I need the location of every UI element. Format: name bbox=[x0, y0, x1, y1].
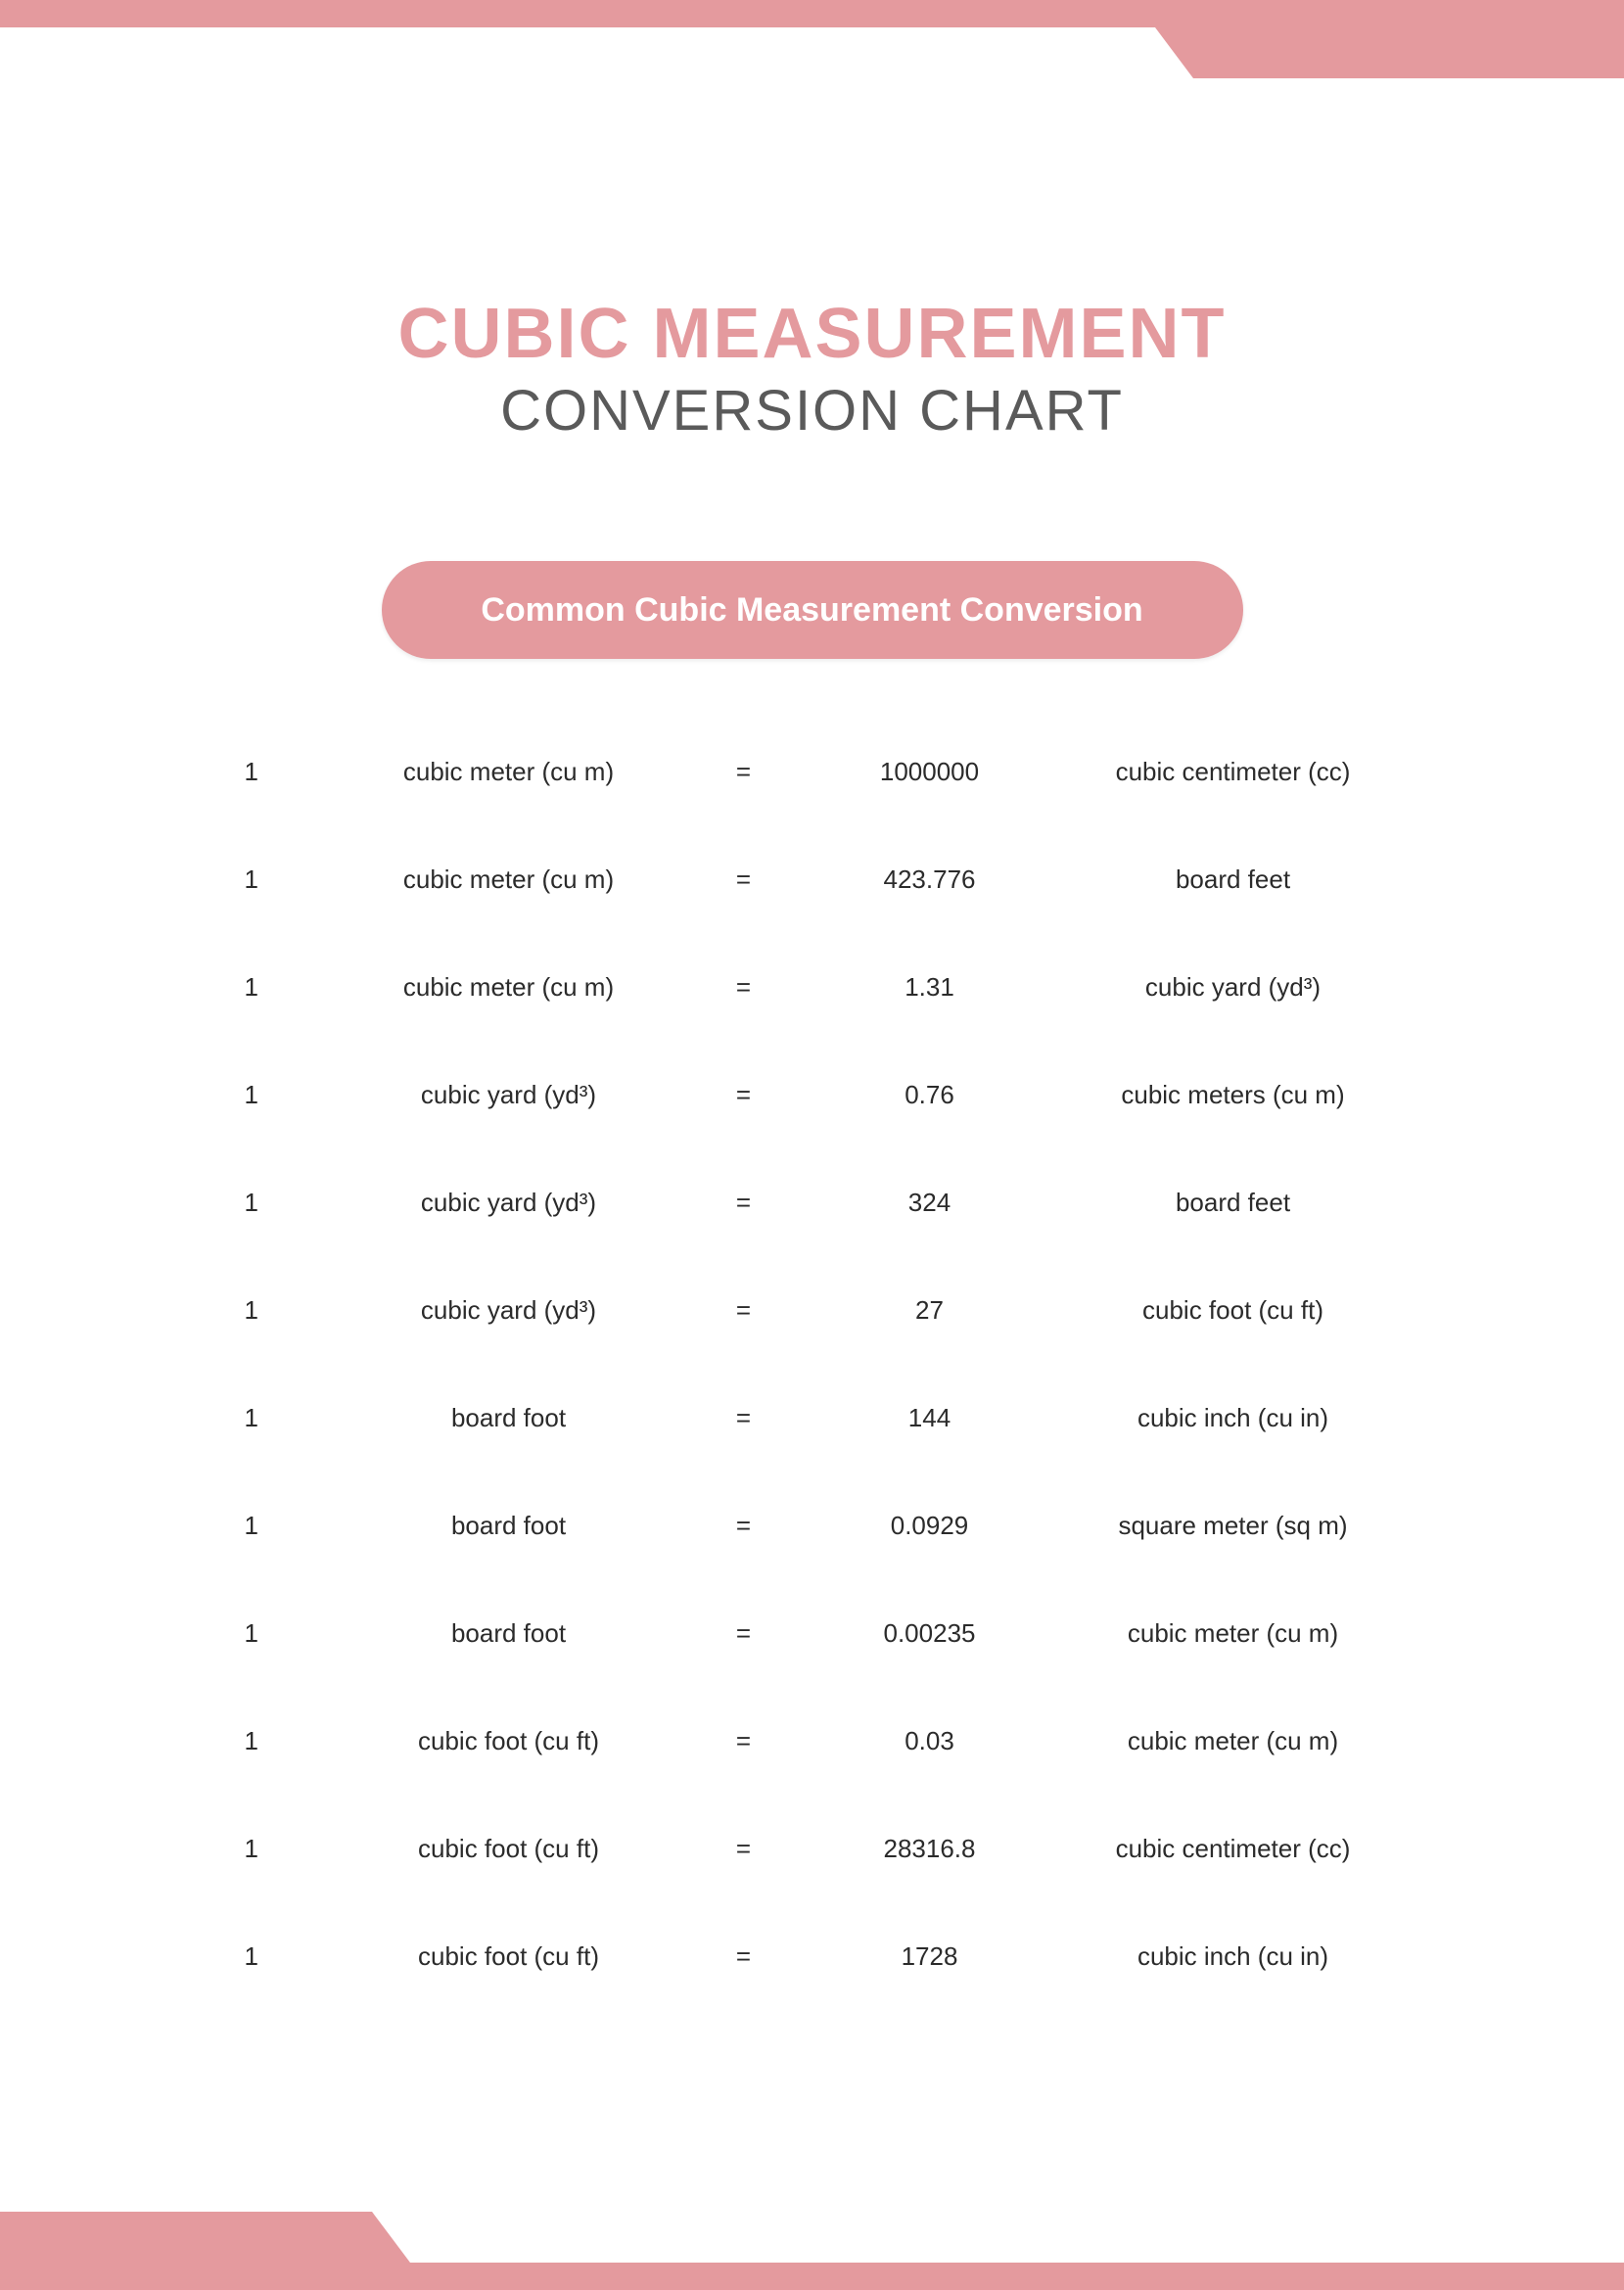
bottom-left-accent bbox=[0, 2212, 372, 2290]
cell-to-unit: cubic centimeter (cc) bbox=[1057, 1834, 1410, 1864]
cell-equals: = bbox=[685, 1618, 803, 1649]
cell-value: 27 bbox=[803, 1295, 1057, 1326]
cell-to-unit: cubic meter (cu m) bbox=[1057, 1618, 1410, 1649]
cell-value: 1728 bbox=[803, 1941, 1057, 1972]
cell-qty: 1 bbox=[215, 1403, 333, 1433]
cell-equals: = bbox=[685, 1403, 803, 1433]
cell-value: 28316.8 bbox=[803, 1834, 1057, 1864]
cell-to-unit: cubic inch (cu in) bbox=[1057, 1941, 1410, 1972]
cell-qty: 1 bbox=[215, 1941, 333, 1972]
cell-from-unit: cubic foot (cu ft) bbox=[333, 1941, 685, 1972]
cell-qty: 1 bbox=[215, 1080, 333, 1110]
table-row: 1cubic meter (cu m)=1.31cubic yard (yd³) bbox=[215, 933, 1410, 1041]
cell-equals: = bbox=[685, 1080, 803, 1110]
cell-qty: 1 bbox=[215, 1511, 333, 1541]
top-right-accent bbox=[1193, 0, 1624, 78]
cell-value: 0.76 bbox=[803, 1080, 1057, 1110]
cell-from-unit: board foot bbox=[333, 1511, 685, 1541]
table-row: 1cubic yard (yd³)=324board feet bbox=[215, 1148, 1410, 1256]
cell-equals: = bbox=[685, 1188, 803, 1218]
page-title-line2: CONVERSION CHART bbox=[500, 378, 1124, 444]
cell-equals: = bbox=[685, 1726, 803, 1756]
table-row: 1board foot=0.00235cubic meter (cu m) bbox=[215, 1579, 1410, 1687]
cell-to-unit: cubic meter (cu m) bbox=[1057, 1726, 1410, 1756]
cell-value: 144 bbox=[803, 1403, 1057, 1433]
cell-value: 423.776 bbox=[803, 865, 1057, 895]
cell-from-unit: cubic yard (yd³) bbox=[333, 1295, 685, 1326]
cell-qty: 1 bbox=[215, 972, 333, 1003]
cell-from-unit: cubic foot (cu ft) bbox=[333, 1834, 685, 1864]
content-area: CUBIC MEASUREMENT CONVERSION CHART Commo… bbox=[0, 294, 1624, 2010]
cell-from-unit: cubic yard (yd³) bbox=[333, 1080, 685, 1110]
cell-value: 0.03 bbox=[803, 1726, 1057, 1756]
cell-from-unit: cubic meter (cu m) bbox=[333, 972, 685, 1003]
table-row: 1cubic meter (cu m)=423.776board feet bbox=[215, 825, 1410, 933]
cell-qty: 1 bbox=[215, 1726, 333, 1756]
cell-to-unit: board feet bbox=[1057, 1188, 1410, 1218]
cell-qty: 1 bbox=[215, 1188, 333, 1218]
table-row: 1cubic yard (yd³)=27cubic foot (cu ft) bbox=[215, 1256, 1410, 1364]
cell-from-unit: cubic meter (cu m) bbox=[333, 865, 685, 895]
cell-equals: = bbox=[685, 757, 803, 787]
cell-equals: = bbox=[685, 1295, 803, 1326]
cell-equals: = bbox=[685, 865, 803, 895]
cell-to-unit: cubic inch (cu in) bbox=[1057, 1403, 1410, 1433]
cell-value: 324 bbox=[803, 1188, 1057, 1218]
cell-equals: = bbox=[685, 1834, 803, 1864]
cell-qty: 1 bbox=[215, 757, 333, 787]
cell-to-unit: cubic centimeter (cc) bbox=[1057, 757, 1410, 787]
cell-value: 1.31 bbox=[803, 972, 1057, 1003]
cell-value: 0.0929 bbox=[803, 1511, 1057, 1541]
cell-from-unit: cubic foot (cu ft) bbox=[333, 1726, 685, 1756]
cell-from-unit: board foot bbox=[333, 1403, 685, 1433]
cell-to-unit: square meter (sq m) bbox=[1057, 1511, 1410, 1541]
cell-from-unit: cubic yard (yd³) bbox=[333, 1188, 685, 1218]
cell-qty: 1 bbox=[215, 1834, 333, 1864]
cell-to-unit: cubic yard (yd³) bbox=[1057, 972, 1410, 1003]
cell-from-unit: cubic meter (cu m) bbox=[333, 757, 685, 787]
cell-to-unit: board feet bbox=[1057, 865, 1410, 895]
cell-from-unit: board foot bbox=[333, 1618, 685, 1649]
cell-qty: 1 bbox=[215, 1295, 333, 1326]
cell-qty: 1 bbox=[215, 865, 333, 895]
page-title-line1: CUBIC MEASUREMENT bbox=[397, 294, 1226, 374]
cell-qty: 1 bbox=[215, 1618, 333, 1649]
cell-equals: = bbox=[685, 972, 803, 1003]
table-row: 1cubic yard (yd³)=0.76cubic meters (cu m… bbox=[215, 1041, 1410, 1148]
table-row: 1cubic meter (cu m)=1000000cubic centime… bbox=[215, 718, 1410, 825]
cell-value: 0.00235 bbox=[803, 1618, 1057, 1649]
cell-equals: = bbox=[685, 1941, 803, 1972]
section-pill: Common Cubic Measurement Conversion bbox=[382, 561, 1243, 659]
table-row: 1board foot=144cubic inch (cu in) bbox=[215, 1364, 1410, 1472]
cell-to-unit: cubic meters (cu m) bbox=[1057, 1080, 1410, 1110]
section-pill-label: Common Cubic Measurement Conversion bbox=[481, 591, 1142, 630]
cell-value: 1000000 bbox=[803, 757, 1057, 787]
table-row: 1cubic foot (cu ft)=0.03cubic meter (cu … bbox=[215, 1687, 1410, 1795]
table-row: 1cubic foot (cu ft)=1728cubic inch (cu i… bbox=[215, 1902, 1410, 2010]
conversion-table: 1cubic meter (cu m)=1000000cubic centime… bbox=[215, 718, 1410, 2010]
cell-equals: = bbox=[685, 1511, 803, 1541]
table-row: 1board foot=0.0929square meter (sq m) bbox=[215, 1472, 1410, 1579]
cell-to-unit: cubic foot (cu ft) bbox=[1057, 1295, 1410, 1326]
table-row: 1cubic foot (cu ft)=28316.8cubic centime… bbox=[215, 1795, 1410, 1902]
